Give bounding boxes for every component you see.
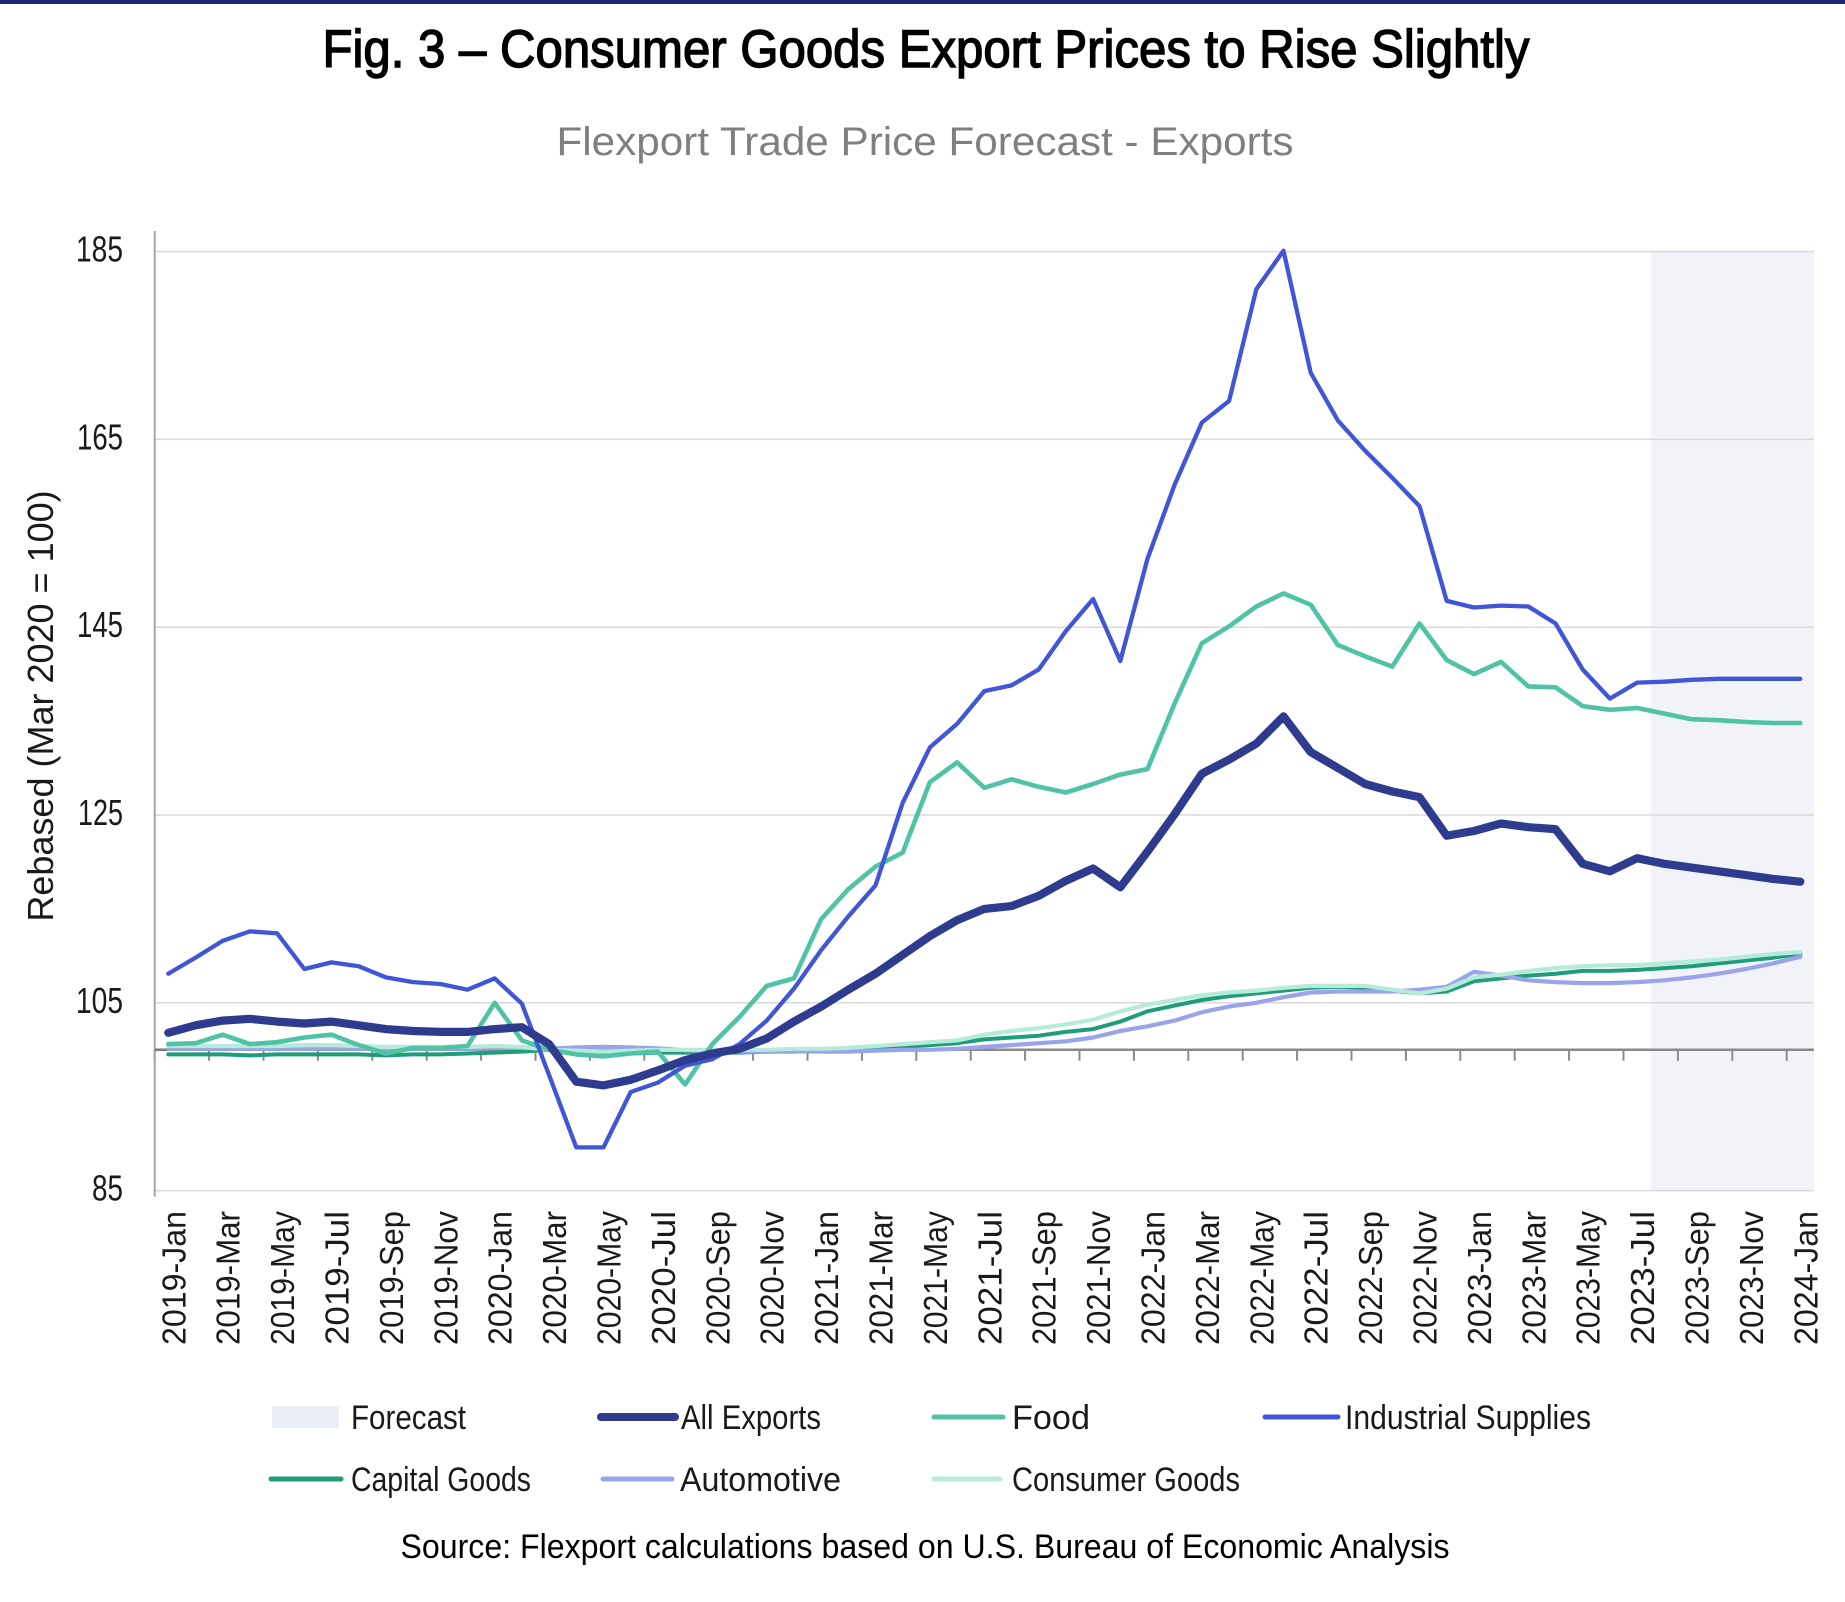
svg-text:Forecast: Forecast [351,1399,466,1437]
svg-text:2022-Jan: 2022-Jan [1135,1211,1172,1345]
svg-text:2020-May: 2020-May [591,1211,628,1345]
svg-text:185: 185 [76,229,123,270]
svg-text:2024-Jan: 2024-Jan [1787,1211,1824,1345]
svg-text:2023-Sep: 2023-Sep [1679,1211,1716,1345]
svg-text:2019-Nov: 2019-Nov [427,1211,464,1345]
svg-text:145: 145 [77,604,123,645]
svg-text:2020-Mar: 2020-Mar [536,1211,573,1345]
svg-text:2019-May: 2019-May [264,1211,301,1345]
svg-text:2020-Sep: 2020-Sep [699,1211,736,1345]
svg-text:2023-Mar: 2023-Mar [1515,1211,1552,1345]
svg-text:105: 105 [76,980,123,1021]
svg-text:Fig. 3 – Consumer Goods Export: Fig. 3 – Consumer Goods Export Prices to… [323,20,1530,79]
svg-text:2022-Jul: 2022-Jul [1298,1211,1335,1345]
svg-text:2021-May: 2021-May [917,1211,954,1345]
svg-text:2019-Mar: 2019-Mar [210,1211,247,1345]
svg-text:2021-Jul: 2021-Jul [971,1211,1008,1345]
svg-text:2023-Jul: 2023-Jul [1624,1211,1661,1345]
svg-text:2019-Jul: 2019-Jul [319,1211,356,1345]
svg-text:2021-Nov: 2021-Nov [1080,1211,1117,1345]
svg-text:Source: Flexport calculations: Source: Flexport calculations based on U… [401,1528,1450,1566]
svg-text:Rebased (Mar 2020 = 100): Rebased (Mar 2020 = 100) [20,490,61,921]
svg-text:2023-Nov: 2023-Nov [1733,1211,1770,1345]
svg-text:Automotive: Automotive [680,1461,841,1499]
svg-text:2022-Mar: 2022-Mar [1189,1211,1226,1345]
svg-text:Industrial Supplies: Industrial Supplies [1345,1399,1591,1437]
svg-text:2020-Nov: 2020-Nov [754,1211,791,1345]
svg-text:2022-May: 2022-May [1243,1211,1280,1345]
svg-text:85: 85 [92,1168,123,1209]
svg-text:2020-Jul: 2020-Jul [645,1211,682,1345]
svg-text:2023-May: 2023-May [1570,1211,1607,1345]
svg-text:2020-Jan: 2020-Jan [482,1211,519,1345]
svg-text:2022-Nov: 2022-Nov [1407,1211,1444,1345]
svg-text:Flexport Trade Price Forecast: Flexport Trade Price Forecast - Exports [557,120,1294,164]
svg-text:2019-Sep: 2019-Sep [373,1211,410,1345]
svg-text:2019-Jan: 2019-Jan [155,1211,192,1345]
svg-text:2022-Sep: 2022-Sep [1352,1211,1389,1345]
svg-text:2021-Sep: 2021-Sep [1026,1211,1063,1345]
svg-text:165: 165 [77,416,123,457]
svg-text:2021-Mar: 2021-Mar [863,1211,900,1345]
svg-text:Food: Food [1012,1399,1090,1437]
svg-text:Consumer Goods: Consumer Goods [1012,1461,1240,1499]
svg-text:All Exports: All Exports [681,1399,821,1437]
svg-text:Capital Goods: Capital Goods [351,1461,531,1499]
svg-text:125: 125 [78,792,123,833]
svg-text:2021-Jan: 2021-Jan [808,1211,845,1345]
svg-text:2023-Jan: 2023-Jan [1461,1211,1498,1345]
